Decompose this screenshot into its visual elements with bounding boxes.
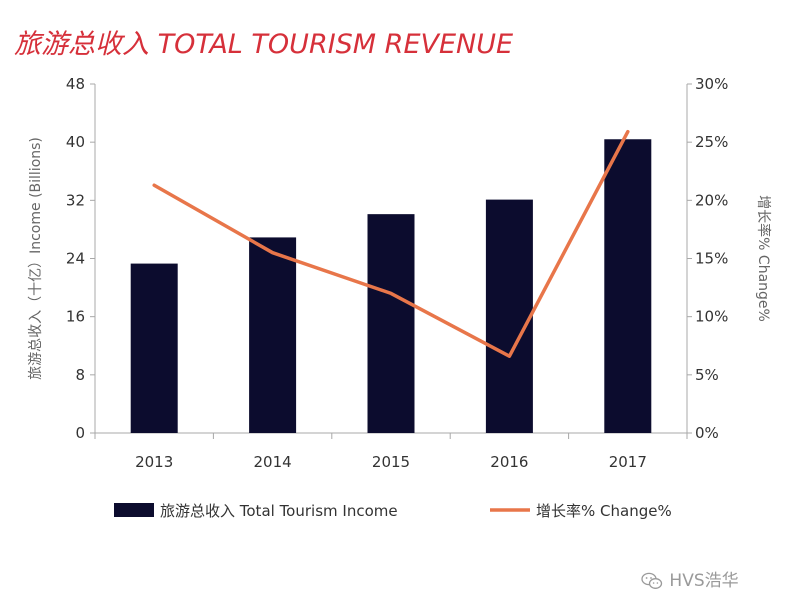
- chart-title: 旅游总收入 TOTAL TOURISM REVENUE: [14, 22, 513, 61]
- watermark: HVS浩华: [640, 566, 739, 593]
- right-tick-label: 0%: [695, 424, 719, 442]
- left-axis-title: 旅游总收入（十亿）Income (Billions): [28, 137, 44, 380]
- x-tick-label: 2013: [135, 453, 173, 471]
- legend-line-label: 增长率% Change%: [536, 502, 672, 520]
- bar: [367, 214, 415, 433]
- right-tick-label: 30%: [695, 75, 728, 93]
- bar: [604, 139, 652, 433]
- x-tick-label: 2015: [372, 453, 410, 471]
- chart-title-text: 旅游总收入 TOTAL TOURISM REVENUE: [14, 29, 514, 60]
- x-tick-label: 2017: [609, 453, 647, 471]
- watermark-text: HVS浩华: [669, 571, 739, 591]
- bar: [249, 237, 297, 433]
- legend-bar-swatch: [114, 503, 154, 517]
- left-tick-label: 16: [66, 308, 85, 326]
- left-tick-label: 0: [75, 424, 85, 442]
- right-tick-label: 15%: [695, 250, 728, 268]
- bar: [485, 199, 533, 433]
- left-tick-label: 40: [66, 133, 85, 151]
- x-tick-label: 2016: [490, 453, 528, 471]
- right-tick-label: 25%: [695, 133, 728, 151]
- right-tick-label: 5%: [695, 366, 719, 384]
- left-tick-label: 8: [75, 366, 85, 384]
- x-tick-label: 2014: [254, 453, 292, 471]
- right-tick-label: 10%: [695, 308, 728, 326]
- right-tick-label: 20%: [695, 191, 728, 209]
- left-tick-label: 48: [66, 75, 85, 93]
- wechat-icon: [641, 572, 663, 589]
- left-tick-label: 32: [66, 191, 85, 209]
- right-axis-title: 增长率% Change%: [755, 195, 772, 322]
- legend-bar-label: 旅游总收入 Total Tourism Income: [160, 502, 398, 520]
- left-tick-label: 24: [66, 250, 85, 268]
- bar: [130, 263, 178, 433]
